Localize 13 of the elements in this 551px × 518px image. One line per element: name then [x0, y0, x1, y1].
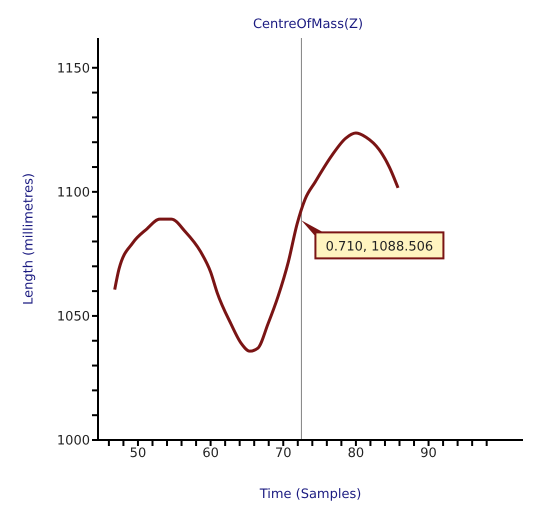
y-tick-label: 1050: [56, 310, 90, 325]
y-tick-label: 1150: [56, 61, 90, 76]
annotation: 0.710, 1088.506: [326, 239, 434, 254]
y-tick-label: 1100: [56, 185, 90, 200]
x-tick-label: 70: [274, 446, 292, 462]
x-axis-title: Time (Samples): [258, 487, 362, 502]
y-axis-title: Length (millimetres): [22, 173, 37, 305]
x-tick-label: 90: [420, 446, 437, 462]
x-tick-label: 60: [202, 446, 219, 462]
x-tick-label: 50: [130, 446, 146, 462]
y-tick-label: 1000: [56, 434, 90, 449]
x-tick-label: 80: [348, 446, 364, 462]
chart-title: CentreOfMass(Z): [252, 17, 364, 32]
